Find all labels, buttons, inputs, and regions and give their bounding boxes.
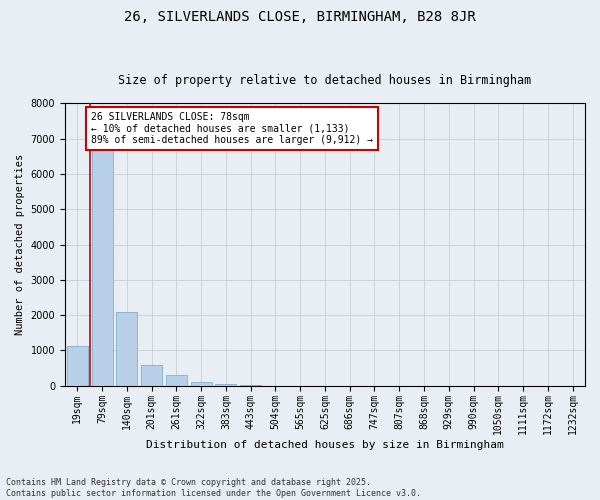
Bar bbox=[215, 384, 236, 386]
Bar bbox=[166, 375, 187, 386]
Text: 26, SILVERLANDS CLOSE, BIRMINGHAM, B28 8JR: 26, SILVERLANDS CLOSE, BIRMINGHAM, B28 8… bbox=[124, 10, 476, 24]
Bar bbox=[67, 346, 88, 386]
Text: 26 SILVERLANDS CLOSE: 78sqm
← 10% of detached houses are smaller (1,133)
89% of : 26 SILVERLANDS CLOSE: 78sqm ← 10% of det… bbox=[91, 112, 373, 146]
Bar bbox=[116, 312, 137, 386]
Text: Contains HM Land Registry data © Crown copyright and database right 2025.
Contai: Contains HM Land Registry data © Crown c… bbox=[6, 478, 421, 498]
Bar bbox=[92, 150, 113, 386]
Bar bbox=[141, 364, 162, 386]
Bar bbox=[191, 382, 212, 386]
Y-axis label: Number of detached properties: Number of detached properties bbox=[15, 154, 25, 335]
X-axis label: Distribution of detached houses by size in Birmingham: Distribution of detached houses by size … bbox=[146, 440, 504, 450]
Title: Size of property relative to detached houses in Birmingham: Size of property relative to detached ho… bbox=[118, 74, 532, 87]
Bar bbox=[240, 385, 261, 386]
